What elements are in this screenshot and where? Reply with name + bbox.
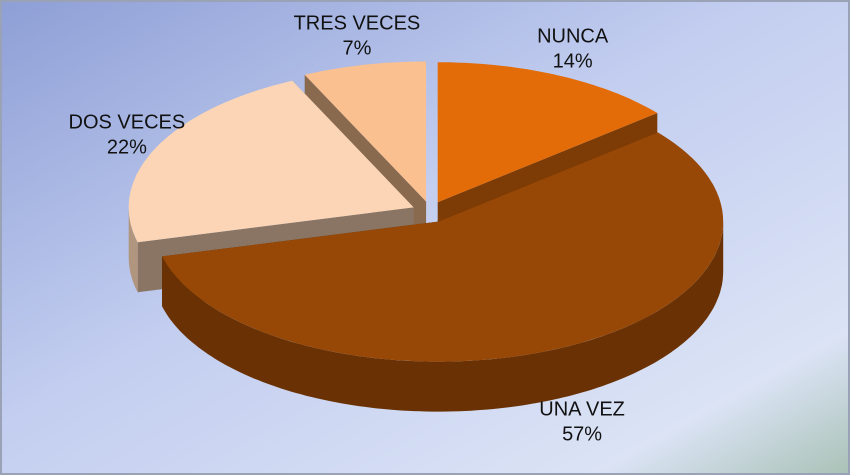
slice — [128, 80, 414, 243]
slice-label: UNA VEZ — [539, 399, 625, 421]
slice — [162, 132, 724, 362]
slice — [437, 62, 658, 203]
slice-label: TRES VECES — [294, 13, 421, 35]
slice-value-label: 57% — [562, 424, 602, 446]
slice — [304, 61, 427, 202]
slice-wall — [162, 221, 724, 412]
slice-value-label: 22% — [107, 137, 147, 159]
slice-label: DOS VECES — [69, 112, 186, 134]
slice-value-label: 7% — [342, 38, 371, 60]
slice-label: NUNCA — [537, 25, 609, 47]
slice-value-label: 14% — [553, 50, 593, 72]
slice-wall — [128, 207, 138, 293]
